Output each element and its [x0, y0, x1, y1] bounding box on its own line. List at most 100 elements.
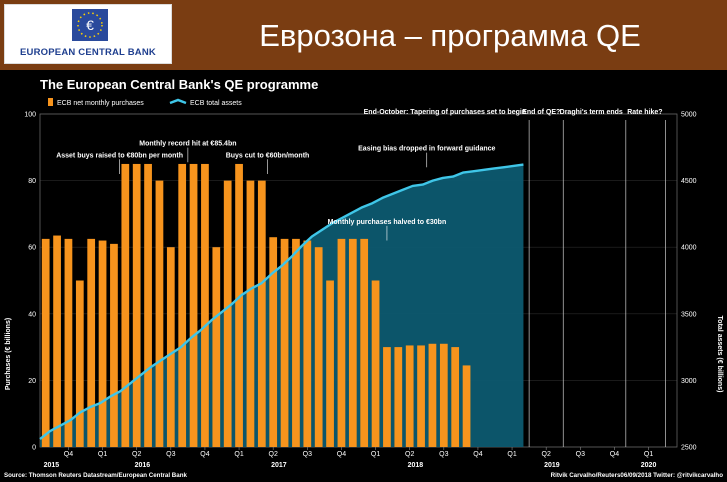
right-tick-label: 4000	[681, 245, 697, 252]
right-axis-label: Total assets (€ billions)	[716, 316, 723, 393]
bar-2017-08	[371, 280, 380, 447]
x-tick-label: Q4	[610, 451, 619, 458]
bar-2017-10	[394, 347, 403, 447]
x-tick-label: Q1	[644, 451, 653, 458]
bar-2015-12	[144, 163, 152, 447]
x-tick-label: Q4	[473, 451, 482, 458]
future-event-label: End of QE?	[522, 109, 560, 116]
logo-text: EUROPEAN CENTRAL BANK	[20, 47, 156, 58]
bar-2015-06	[75, 280, 84, 447]
right-tick-label: 4500	[681, 178, 697, 185]
bar-2016-02	[166, 247, 175, 447]
x-tick-label: Q2	[132, 451, 141, 458]
year-label: 2019	[544, 462, 560, 469]
x-tick-label: Q2	[405, 451, 414, 458]
bar-2015-08	[98, 240, 107, 447]
bar-2017-02	[303, 240, 312, 447]
bar-2017-03	[314, 247, 323, 447]
x-tick-label: Q2	[542, 451, 551, 458]
bar-2015-04	[53, 235, 61, 447]
left-tick-label: 80	[28, 178, 36, 185]
annotation-label: Monthly record hit at €85.4bn	[139, 141, 236, 148]
bar-layer	[41, 163, 471, 448]
x-tick-label: Q1	[507, 451, 516, 458]
bar-2017-06	[348, 238, 357, 448]
x-tick-label: Q1	[234, 451, 243, 458]
year-label: 2020	[641, 462, 657, 469]
x-tick-label: Q3	[439, 451, 448, 458]
left-axis: 0 20 40 60 80 100	[24, 112, 36, 452]
bar-2017-12	[417, 345, 425, 447]
legend-bars-swatch	[48, 98, 53, 106]
source-note: Source: Thomson Reuters Datastream/Europ…	[4, 472, 187, 479]
slide-title: Еврозона – программа QE	[259, 18, 641, 53]
right-axis: 2500 3000 3500 4000 4500 5000	[681, 112, 697, 452]
x-tick-label: Q1	[371, 451, 380, 458]
year-label: 2016	[135, 462, 151, 469]
bar-2017-09	[383, 347, 391, 447]
chart-title: The European Central Bank's QE programme	[40, 77, 318, 92]
x-tick-label: Q4	[64, 451, 73, 458]
left-tick-label: 0	[32, 445, 36, 452]
bar-2018-02	[439, 343, 448, 447]
bar-2016-03	[178, 163, 187, 447]
legend-bars-label: ECB net monthly purchases	[57, 100, 144, 107]
credit-note: Ritvik Carvalho/Reuters06/09/2018 Twitte…	[551, 472, 724, 479]
x-tick-label: Q2	[269, 451, 278, 458]
bar-2015-10	[121, 163, 130, 447]
bar-2015-11	[132, 163, 141, 447]
year-label: 2018	[408, 462, 424, 469]
future-events-layer: End-October: Tapering of purchases set t…	[364, 109, 666, 447]
bar-2016-04	[189, 163, 198, 447]
bar-2016-12	[280, 238, 289, 448]
left-tick-label: 40	[28, 311, 36, 318]
bar-2016-11	[269, 237, 278, 447]
left-tick-label: 20	[28, 378, 36, 385]
legend: ECB net monthly purchases ECB total asse…	[48, 98, 242, 107]
ecb-logo: € EUROPEAN CENTRAL BANK	[4, 4, 172, 64]
right-tick-label: 3000	[681, 378, 697, 385]
bar-2016-06	[212, 247, 221, 447]
bar-2017-05	[337, 238, 346, 448]
year-label: 2015	[44, 462, 60, 469]
bar-2018-03	[451, 347, 460, 447]
svg-text:€: €	[86, 17, 94, 33]
annotation-label: Buys cut to €60bn/month	[226, 152, 310, 159]
bar-2016-07	[223, 180, 232, 447]
left-axis-label: Purchases (€ billions)	[5, 318, 12, 390]
future-event-label: Rate hike?	[627, 109, 662, 116]
bar-2017-11	[405, 345, 414, 447]
x-tick-label: Q4	[337, 451, 346, 458]
x-axis: Q4 Q1 Q2 Q3 Q4 Q1 Q2 Q3 Q4 Q1 Q2 Q3 Q4 Q1 Q2 Q3 Q4 Q1 2015…	[44, 447, 657, 469]
bar-2015-05	[64, 238, 73, 448]
x-tick-label: Q4	[200, 451, 209, 458]
x-tick-label: Q3	[303, 451, 312, 458]
annotation-label: Easing bias dropped in forward guidance	[358, 146, 495, 153]
future-event-label: End-October: Tapering of purchases set t…	[364, 109, 526, 116]
bar-2017-01	[292, 238, 300, 448]
bar-2015-09	[110, 243, 118, 447]
x-tick-label: Q3	[576, 451, 585, 458]
left-tick-label: 60	[28, 245, 36, 252]
bar-2015-07	[87, 238, 96, 448]
legend-line-label: ECB total assets	[190, 100, 242, 107]
euro-star-emblem-icon: €	[72, 9, 108, 41]
bar-2016-01	[155, 180, 164, 447]
year-label: 2017	[271, 462, 287, 469]
right-tick-label: 3500	[681, 311, 697, 318]
x-tick-label: Q3	[166, 451, 175, 458]
annotations-layer: Asset buys raised to €80bn per month Mont…	[56, 141, 496, 241]
bar-2018-04	[462, 365, 471, 447]
bar-2016-09	[246, 180, 255, 447]
x-tick-label: Q1	[98, 451, 107, 458]
annotation-label: Monthly purchases halved to €30bn	[328, 219, 447, 226]
bar-2016-05	[201, 163, 209, 447]
qe-chart: The European Central Bank's QE programme…	[0, 70, 727, 482]
bar-2017-04	[326, 280, 334, 447]
assets-line	[39, 163, 524, 440]
bar-2015-03	[41, 238, 50, 448]
legend-line-swatch	[169, 98, 187, 105]
bar-2018-01	[428, 343, 437, 447]
annotation-label: Asset buys raised to €80bn per month	[56, 152, 183, 159]
